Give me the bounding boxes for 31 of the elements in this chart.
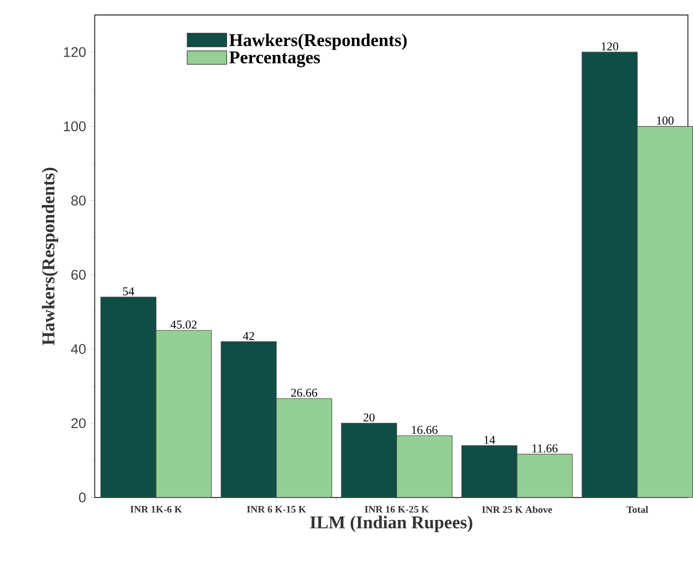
legend-label: Hawkers(Respondents)	[229, 33, 407, 50]
y-tick-label: 20	[71, 418, 86, 428]
y-tick-label: 80	[71, 195, 86, 206]
bar	[637, 126, 693, 498]
data-label: 16.66	[412, 426, 438, 434]
data-label: 120	[602, 42, 618, 50]
data-label: 20	[364, 413, 375, 422]
y-tick-label: 120	[64, 46, 86, 57]
x-axis-title: ILM (Indian Rupees)	[310, 516, 472, 532]
data-label: 54	[123, 287, 134, 296]
x-tick-label: INR 1K-6 K	[130, 506, 182, 513]
bar	[276, 398, 332, 498]
bar	[156, 330, 212, 498]
y-tick-label: 40	[71, 344, 86, 354]
data-label: 45.02	[170, 320, 197, 329]
bar	[516, 454, 573, 498]
y-tick-label: 60	[71, 270, 86, 280]
x-tick-label: Total	[626, 506, 648, 513]
y-tick-label: 0	[79, 492, 86, 502]
legend-label: Percentages	[229, 51, 320, 68]
y-axis-title: Hawkers(Respondents)	[42, 168, 58, 345]
x-tick-label: INR 25 K Above	[482, 506, 552, 513]
data-label: 14	[484, 436, 496, 444]
data-label: 11.66	[532, 444, 558, 452]
data-label: 42	[242, 332, 254, 340]
x-tick-label: INR 6 K-15 K	[246, 506, 306, 513]
x-tick-label: INR 16 K-25 K	[364, 506, 429, 513]
bar	[396, 435, 452, 498]
data-label: 26.66	[291, 388, 318, 397]
data-label: 100	[657, 116, 674, 124]
y-tick-label: 100	[64, 121, 86, 132]
